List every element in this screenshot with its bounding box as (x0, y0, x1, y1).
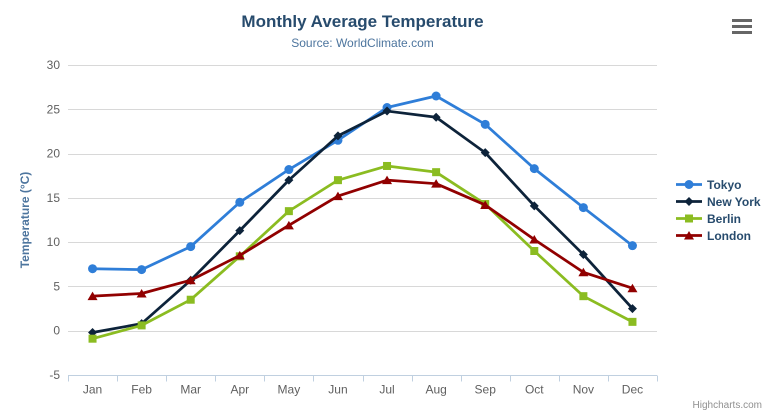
legend: Tokyo New York Berlin London (676, 176, 761, 244)
x-tick-label: Nov (573, 383, 594, 397)
y-tick-label: 5 (53, 279, 60, 293)
x-tick-label: Mar (180, 383, 201, 397)
x-tick-label: Aug (425, 383, 446, 397)
y-axis-labels: -5 0 5 10 15 20 25 30 (47, 58, 61, 382)
y-tick-label: 20 (47, 147, 61, 161)
y-gridlines (68, 65, 657, 332)
legend-symbol-triangle (676, 231, 702, 240)
legend-symbol-diamond (676, 197, 702, 206)
y-tick-label: 25 (47, 102, 61, 116)
legend-label: London (707, 228, 751, 243)
x-tick-label: May (278, 383, 301, 397)
x-tick-label: Feb (131, 383, 152, 397)
x-tick-label: Oct (525, 383, 544, 397)
x-tick-label: Jul (379, 383, 394, 397)
x-tick-label: Jun (328, 383, 347, 397)
legend-item-berlin[interactable]: Berlin (676, 210, 761, 227)
chart-title: Monthly Average Temperature (241, 12, 484, 31)
series-new-york[interactable] (88, 106, 637, 337)
credits-link[interactable]: Highcharts.com (692, 400, 762, 411)
y-tick-label: 0 (53, 324, 60, 338)
y-tick-label: -5 (49, 368, 60, 382)
chart-subtitle: Source: WorldClimate.com (291, 36, 434, 50)
hamburger-menu-icon[interactable] (732, 19, 754, 34)
hamburger-bar (732, 31, 752, 34)
x-tick-label: Sep (475, 383, 497, 397)
legend-label: New York (707, 194, 761, 209)
legend-symbol-square (676, 214, 702, 223)
hamburger-bar (732, 19, 752, 22)
series-tokyo[interactable] (88, 91, 637, 275)
y-tick-label: 10 (47, 235, 61, 249)
x-tick-label: Dec (622, 383, 643, 397)
x-axis (68, 375, 658, 382)
legend-label: Tokyo (707, 177, 742, 192)
x-tick-label: Apr (230, 383, 249, 397)
y-tick-label: 15 (47, 191, 61, 205)
x-tick-label: Jan (83, 383, 102, 397)
legend-item-new-york[interactable]: New York (676, 193, 761, 210)
legend-item-tokyo[interactable]: Tokyo (676, 176, 761, 193)
x-axis-labels: Jan Feb Mar Apr May Jun Jul Aug Sep Oct Nov Dec (83, 383, 643, 397)
legend-label: Berlin (707, 211, 742, 226)
y-tick-label: 30 (47, 58, 61, 72)
legend-symbol-circle (676, 180, 702, 189)
legend-item-london[interactable]: London (676, 227, 761, 244)
series-london[interactable] (87, 175, 638, 301)
hamburger-bar (732, 25, 752, 28)
